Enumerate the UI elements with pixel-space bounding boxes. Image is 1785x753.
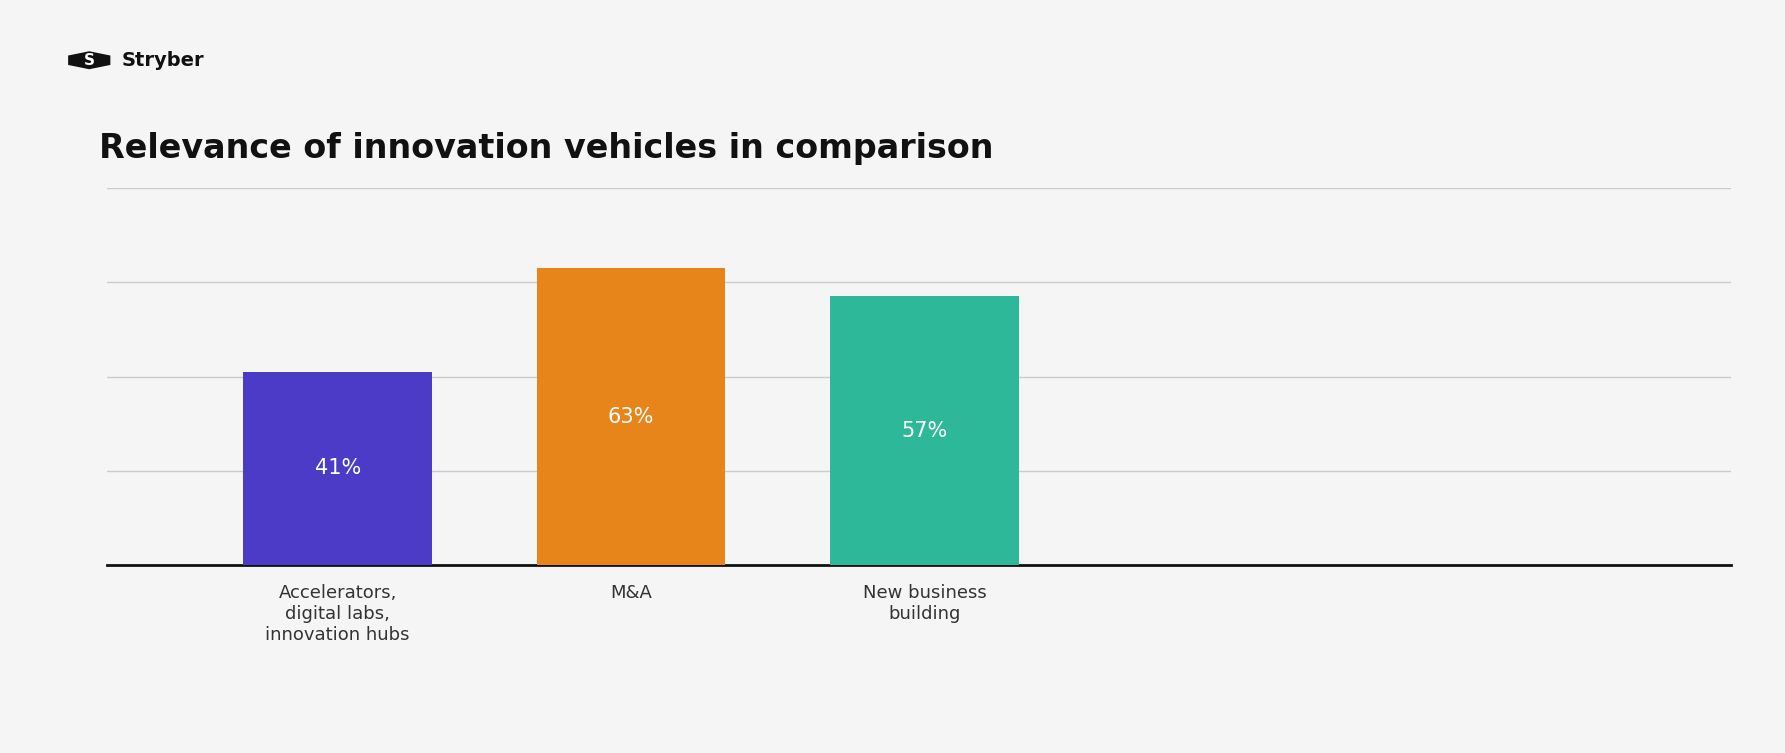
Bar [537,268,725,565]
Text: 63%: 63% [609,407,655,426]
Bar [830,297,1019,565]
Text: Stryber: Stryber [121,50,203,70]
Text: Relevance of innovation vehicles in comparison: Relevance of innovation vehicles in comp… [98,132,994,165]
Bar [243,372,432,565]
Text: 41%: 41% [314,459,361,478]
Text: S: S [84,53,95,68]
Text: 57%: 57% [901,421,948,441]
